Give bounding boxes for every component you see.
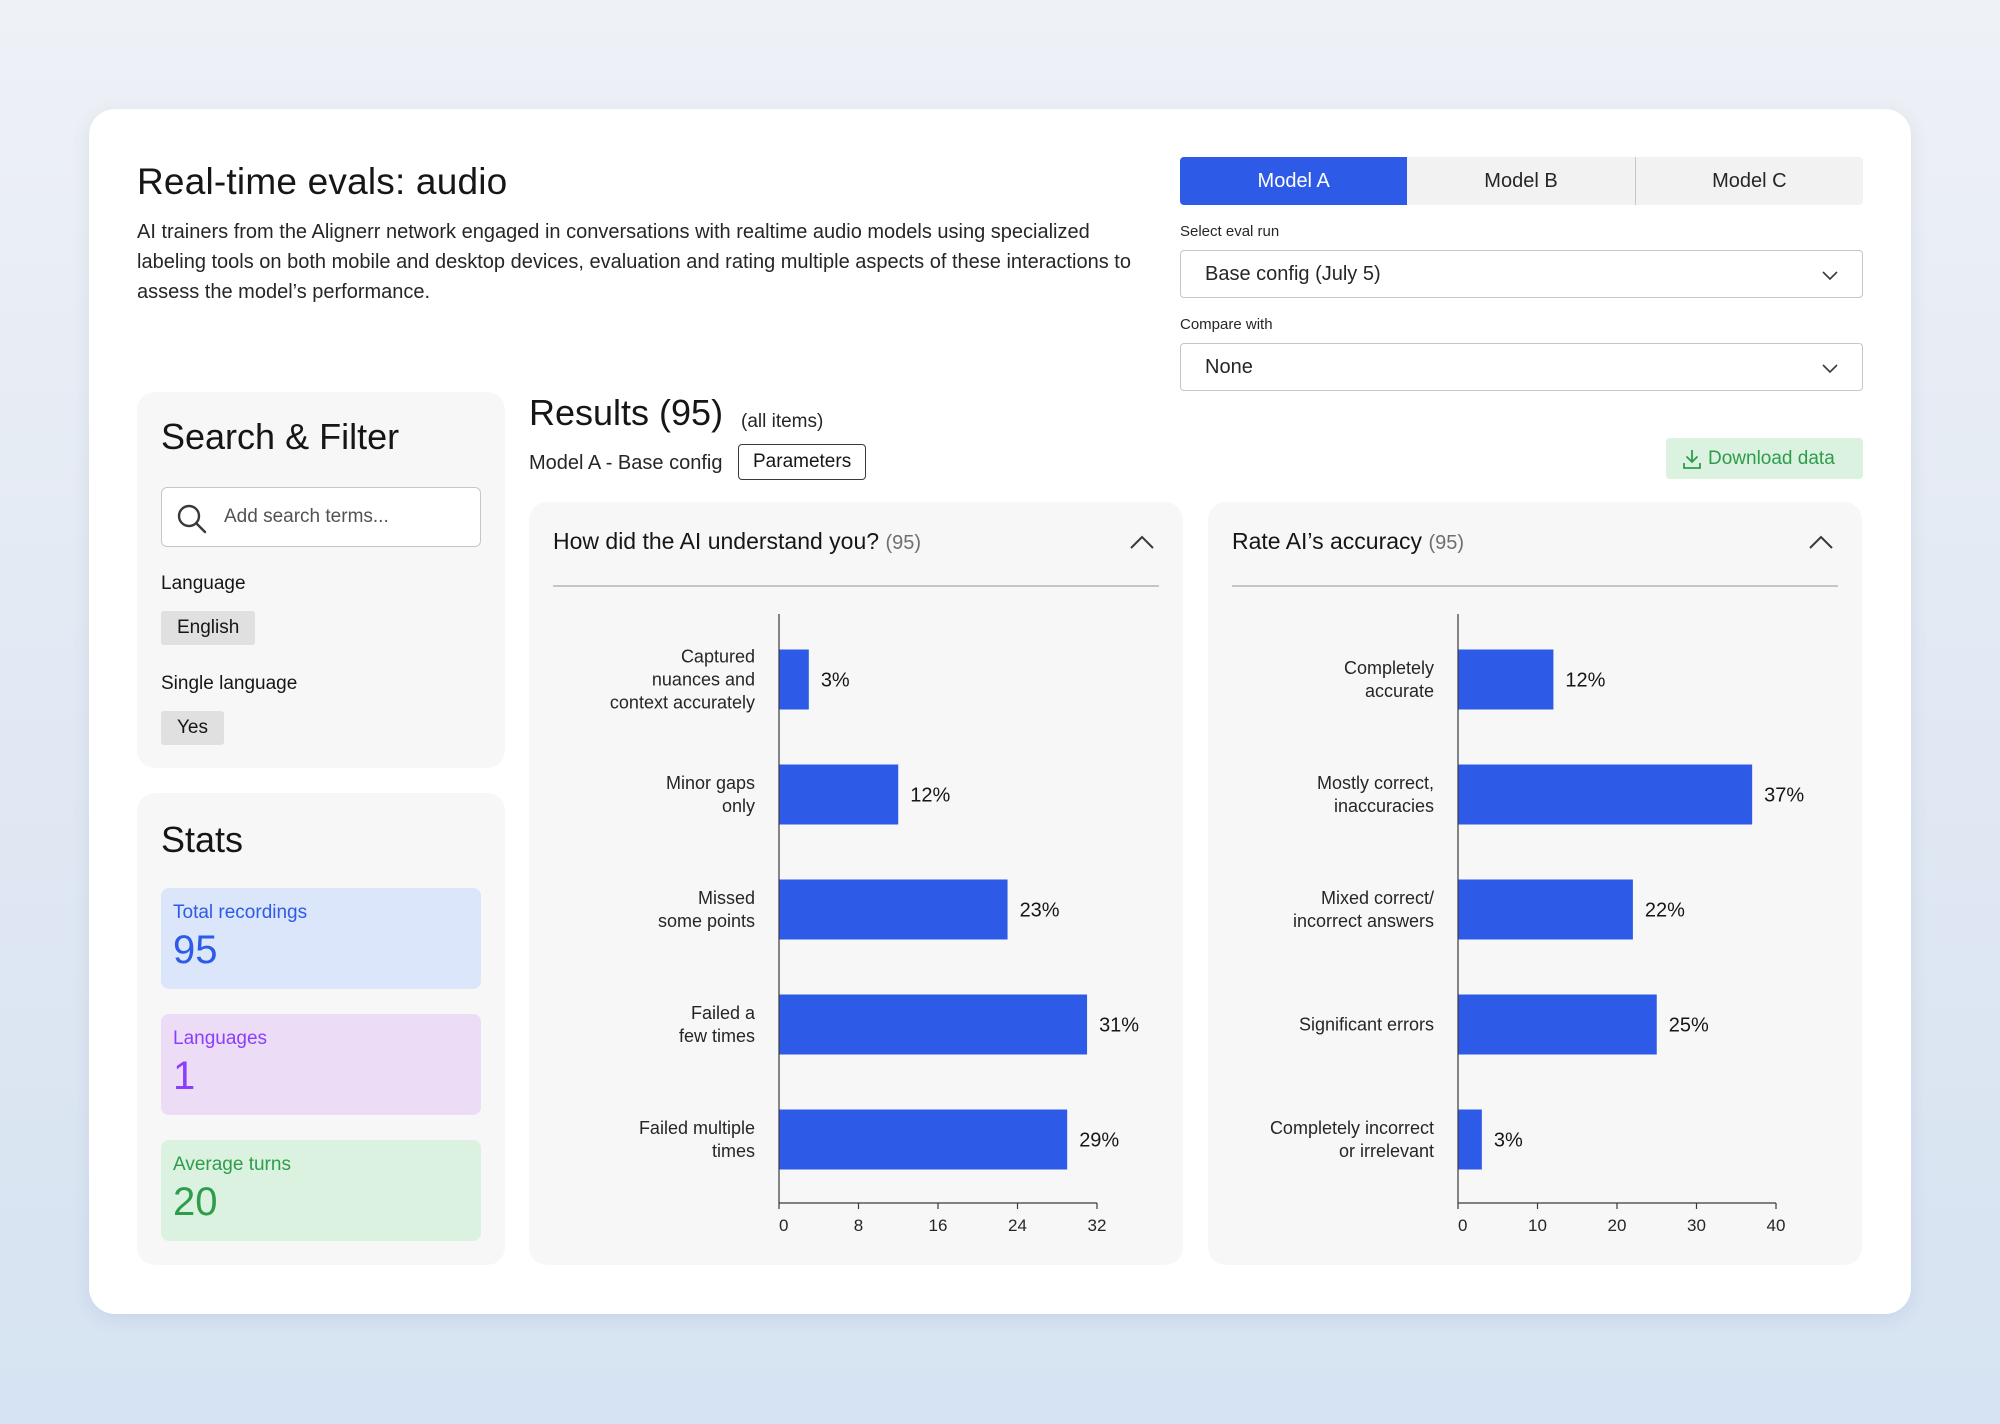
chart-accuracy: 12% Completely accurate 37% Mostly correct, i…	[1270, 614, 1804, 1235]
stat-value: 95	[173, 928, 218, 972]
search-filter-panel: Search & Filter Add search terms... Lang…	[137, 392, 505, 768]
tab-model-b[interactable]: Model B	[1407, 157, 1636, 205]
bar	[779, 879, 1008, 940]
download-icon	[1683, 450, 1701, 469]
eval-run-value: Base config (July 5)	[1205, 262, 1381, 285]
search-icon	[177, 504, 207, 534]
bar	[1458, 764, 1753, 825]
stat-label: Average turns	[173, 1154, 291, 1175]
tab-model-a[interactable]: Model A	[1180, 157, 1408, 205]
bar	[1458, 879, 1633, 940]
bar-value-label: 37%	[1764, 785, 1804, 807]
x-tick-label: 0	[779, 1216, 788, 1235]
chart-title: How did the AI understand you?	[553, 528, 880, 554]
x-tick-label: 16	[929, 1216, 948, 1235]
tab-model-c[interactable]: Model C	[1712, 169, 1787, 192]
search-input[interactable]: Add search terms...	[161, 487, 481, 547]
chart-divider	[553, 585, 1159, 587]
chevron-down-icon	[1822, 364, 1838, 374]
chart-header: How did the AI understand you? (95)	[553, 528, 921, 555]
category-label: Significant errors	[1299, 1015, 1434, 1035]
x-tick-label: 8	[854, 1216, 863, 1235]
stat-value: 1	[173, 1054, 196, 1098]
stat-total-recordings: Total recordings 95	[161, 888, 481, 989]
bar-value-label: 31%	[1099, 1015, 1139, 1037]
eval-run-select[interactable]: Base config (July 5)	[1180, 250, 1863, 298]
bar	[779, 994, 1088, 1055]
chevron-up-icon[interactable]	[1808, 534, 1834, 550]
download-data-button[interactable]: Download data	[1666, 438, 1863, 479]
x-tick-label: 30	[1687, 1216, 1706, 1235]
bar-value-label: 12%	[1565, 670, 1605, 692]
chart-understanding: 3% Captured nuances and context accurately 1…	[610, 614, 1139, 1235]
bar-value-label: 12%	[910, 785, 950, 807]
category-label: Mostly correct, inaccuracies	[1317, 773, 1434, 816]
bar	[779, 1109, 1068, 1170]
page-title: Real-time evals: audio	[137, 161, 508, 202]
compare-select[interactable]: None	[1180, 343, 1863, 391]
language-tag[interactable]: English	[161, 611, 256, 645]
compare-label: Compare with	[1180, 316, 1273, 333]
single-language-tag[interactable]: Yes	[161, 711, 224, 745]
x-tick-label: 20	[1608, 1216, 1627, 1235]
bar	[1458, 1109, 1482, 1170]
chart-title: Rate AI’s accuracy	[1232, 528, 1423, 554]
category-label: Mixed correct/incorrect answers	[1293, 888, 1434, 931]
chevron-down-icon	[1822, 271, 1838, 281]
search-filter-title: Search & Filter	[161, 416, 400, 457]
category-label: Minor gaps only	[666, 773, 755, 816]
stat-languages: Languages 1	[161, 1014, 481, 1115]
bar-value-label: 23%	[1020, 900, 1060, 922]
stat-label: Total recordings	[173, 902, 308, 923]
category-label: Completely accurate	[1344, 658, 1434, 701]
category-label: Completely incorrect or irrelevant	[1270, 1118, 1434, 1161]
chart-header: Rate AI’s accuracy (95)	[1232, 528, 1464, 555]
results-title: Results (95)	[529, 392, 724, 433]
category-label: Missed some points	[658, 888, 755, 931]
x-tick-label: 0	[1458, 1216, 1467, 1235]
bar-value-label: 3%	[821, 670, 850, 692]
x-tick-label: 40	[1767, 1216, 1786, 1235]
bar	[1458, 994, 1657, 1055]
model-tabs: Model A Model B Model C	[1180, 157, 1863, 205]
x-tick-label: 24	[1008, 1216, 1027, 1235]
download-label: Download data	[1708, 447, 1835, 469]
stat-label: Languages	[173, 1028, 268, 1049]
bar	[779, 649, 809, 710]
eval-run-label: Select eval run	[1180, 223, 1280, 240]
chart-count: (95)	[885, 532, 922, 554]
category-label: Failed a few times	[679, 1003, 756, 1046]
stat-value: 20	[173, 1180, 218, 1224]
chart-divider	[1232, 585, 1838, 587]
bar-value-label: 25%	[1669, 1015, 1709, 1037]
chart-panel-understanding: How did the AI understand you? (95) 3% Ca…	[529, 502, 1183, 1265]
bar-value-label: 3%	[1494, 1130, 1523, 1152]
stats-title: Stats	[161, 819, 244, 860]
bar-value-label: 22%	[1645, 900, 1685, 922]
main-card: Real-time evals: audio AI trainers from …	[89, 109, 1911, 1314]
parameters-button[interactable]: Parameters	[738, 444, 867, 480]
category-label: Captured nuances and context accurately	[610, 647, 755, 713]
chart-panel-accuracy: Rate AI’s accuracy (95) 12% Completely acc…	[1208, 502, 1862, 1265]
results-subtitle: (all items)	[741, 411, 824, 432]
page-description: AI trainers from the Alignerr network en…	[137, 221, 1131, 303]
bar	[1458, 649, 1554, 710]
x-tick-label: 32	[1088, 1216, 1107, 1235]
bar-value-label: 29%	[1079, 1130, 1119, 1152]
search-placeholder: Add search terms...	[224, 506, 389, 527]
language-label: Language	[161, 573, 246, 594]
results-model-config: Model A - Base config	[529, 452, 723, 474]
single-language-label: Single language	[161, 673, 298, 694]
stat-average-turns: Average turns 20	[161, 1140, 481, 1241]
bar	[779, 764, 899, 825]
stats-panel: Stats Total recordings 95 Languages 1 Av…	[137, 793, 505, 1265]
chart-count: (95)	[1428, 532, 1465, 554]
category-label: Failed multiple times	[639, 1118, 755, 1161]
chevron-up-icon[interactable]	[1129, 534, 1155, 550]
x-tick-label: 10	[1528, 1216, 1547, 1235]
compare-value: None	[1205, 355, 1253, 378]
